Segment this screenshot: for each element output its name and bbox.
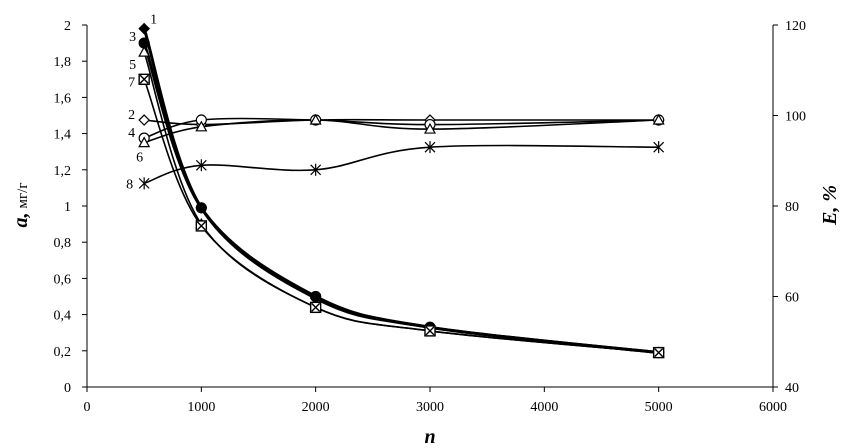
left-y-axis-unit: мг/г — [15, 183, 31, 209]
curve-label-6: 6 — [136, 151, 143, 166]
diamond-marker — [138, 114, 151, 126]
x-tick-label: 6000 — [759, 400, 787, 415]
circle-marker — [195, 202, 207, 214]
data-markers — [138, 22, 665, 359]
triangle-marker — [652, 113, 665, 125]
axis-ticks: 0 1000 2000 3000 4000 5000 6000 0 0,2 0,4 0,6 0,8 1 1… — [54, 19, 807, 415]
star-marker — [310, 163, 322, 176]
data-curves — [142, 28, 659, 355]
series-line-5 — [143, 51, 659, 354]
left-y-tick-label: 0 — [64, 381, 71, 396]
star-marker — [653, 141, 665, 154]
series-line-1 — [142, 28, 659, 355]
triangle-marker — [195, 120, 208, 132]
boxed-x-cross — [139, 74, 149, 84]
x-tick-label: 3000 — [416, 400, 444, 415]
right-y-tick-label: 100 — [785, 110, 806, 125]
series-line-8 — [143, 144, 659, 185]
star-marker — [138, 177, 150, 190]
left-y-tick-label: 1 — [64, 200, 71, 215]
series-line-3 — [142, 42, 659, 355]
x-tick-label: 5000 — [645, 400, 673, 415]
left-y-tick-label: 0,4 — [54, 309, 72, 324]
x-tick-label: 4000 — [530, 400, 558, 415]
right-y-tick-label: 40 — [785, 381, 799, 396]
curve-label-2: 2 — [128, 108, 135, 123]
left-y-tick-label: 1,4 — [54, 128, 72, 143]
right-y-tick-label: 60 — [785, 291, 799, 306]
boxed-x-cross — [196, 221, 206, 231]
left-y-axis-title: a, мг/г — [10, 183, 32, 228]
x-tick-label: 2000 — [302, 400, 330, 415]
star-marker — [424, 141, 436, 154]
left-y-tick-label: 0,8 — [54, 236, 72, 251]
curve-label-5: 5 — [129, 58, 136, 73]
left-y-tick-label: 2 — [64, 19, 71, 34]
curve-labels: 13 5 7 2 468 — [126, 13, 157, 193]
right-y-axis-title: E, % — [819, 185, 841, 226]
diamond-marker — [138, 22, 151, 35]
triangle-marker — [138, 136, 151, 148]
triangle-marker — [138, 45, 151, 57]
left-y-tick-label: 1,6 — [54, 91, 72, 106]
curve-label-7: 7 — [128, 75, 135, 90]
boxed-x-cross — [425, 326, 435, 336]
right-y-tick-label: 80 — [785, 200, 799, 215]
triangle-marker — [423, 122, 437, 134]
left-y-tick-label: 1,2 — [54, 164, 72, 179]
left-y-tick-label: 0,2 — [54, 345, 72, 360]
x-axis-title: n — [424, 426, 435, 448]
boxed-x-cross — [654, 348, 664, 358]
boxed-x-cross — [311, 302, 321, 312]
left-y-axis-symbol: a, — [10, 212, 32, 227]
left-y-tick-label: 0,6 — [54, 272, 72, 287]
x-tick-label: 1000 — [187, 400, 215, 415]
curve-label-3: 3 — [129, 30, 136, 45]
right-y-tick-label: 120 — [785, 19, 806, 34]
circle-marker — [310, 290, 322, 303]
curve-label-1: 1 — [150, 13, 157, 28]
triangle-marker — [309, 113, 322, 125]
star-marker — [195, 159, 207, 172]
x-tick-label: 0 — [84, 400, 91, 415]
left-y-tick-label: 1,8 — [54, 55, 72, 70]
curve-label-8: 8 — [126, 177, 133, 192]
curve-label-4: 4 — [128, 126, 135, 141]
